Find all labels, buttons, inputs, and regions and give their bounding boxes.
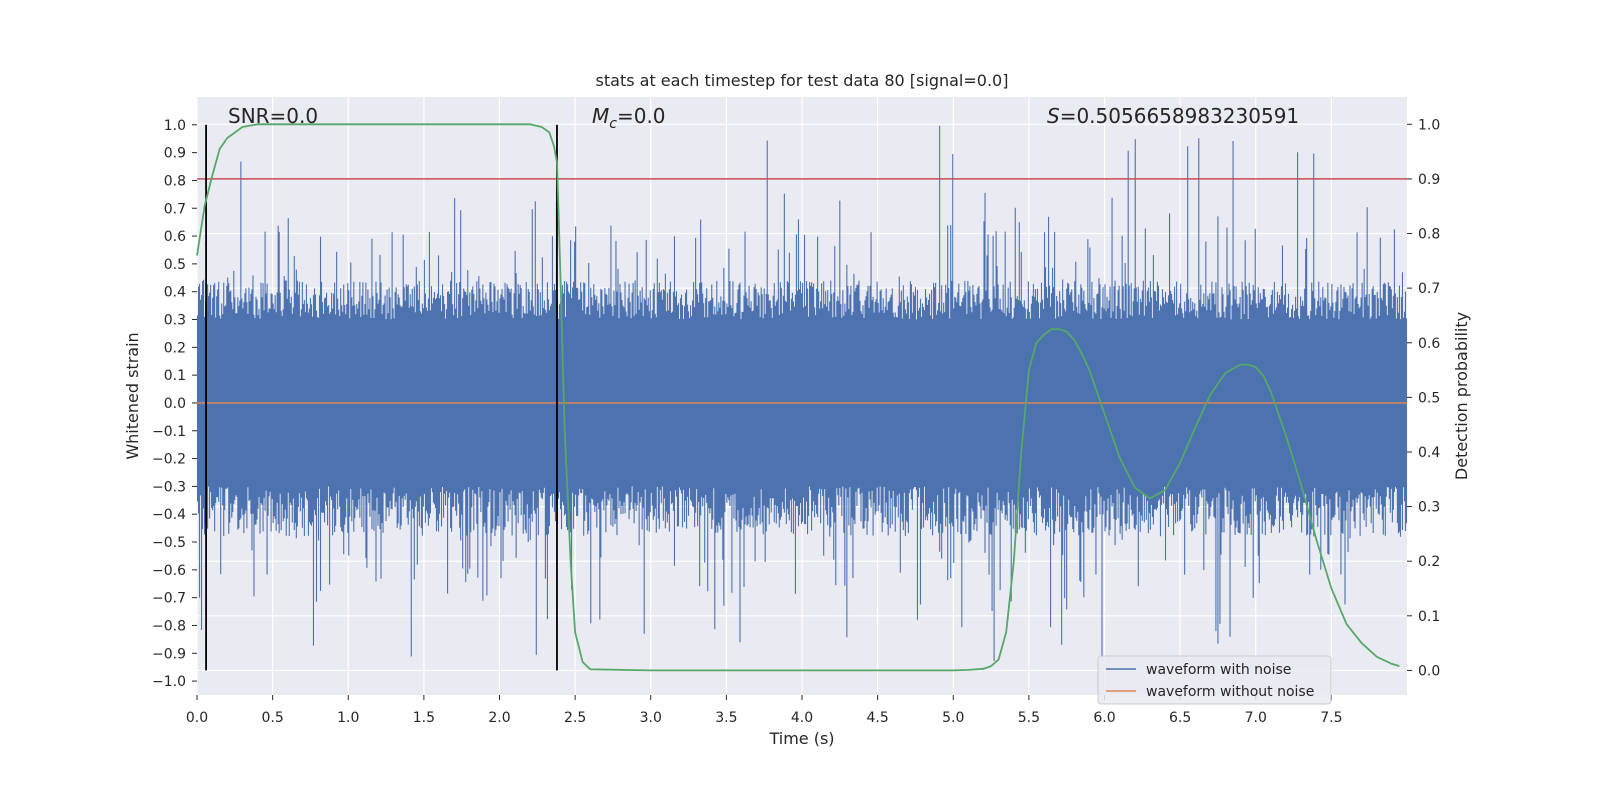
y-tick-label-5: 0.5 (164, 257, 186, 273)
y-tick-label-12: −0.2 (152, 452, 186, 468)
x-tick-label-5: 2.5 (564, 710, 586, 726)
x-tick-label-3: 1.5 (413, 710, 435, 726)
y2-tick-label-3: 0.7 (1418, 281, 1440, 297)
x-tick-label-4: 2.0 (488, 710, 510, 726)
y-tick-label-13: −0.3 (152, 479, 186, 495)
chart-title: stats at each timestep for test data 80 … (596, 71, 1009, 90)
y-axis-label: Whitened strain (123, 332, 142, 459)
x-tick-label-0: 0.0 (186, 710, 208, 726)
y2-tick-label-10: 0.0 (1418, 663, 1440, 679)
legend-label-clean: waveform without noise (1146, 684, 1314, 700)
y-tick-label-14: −0.4 (152, 507, 186, 523)
chirp-mass-symbol: M (592, 104, 609, 128)
y-axis-ticks: 1.0 0.9 0.8 0.7 0.6 0.5 0.4 0.3 0.2 0.1 0.0 −0.1 −0.… (152, 118, 197, 690)
legend-box (1097, 655, 1332, 705)
y-tick-label-8: 0.2 (164, 340, 186, 356)
y-tick-label-20: −1.0 (152, 674, 186, 690)
y-tick-label-9: 0.1 (164, 368, 186, 384)
x-tick-label-6: 3.0 (640, 710, 662, 726)
x-tick-label-13: 6.5 (1169, 710, 1191, 726)
y2-tick-label-8: 0.2 (1418, 554, 1440, 570)
y-tick-label-7: 0.3 (164, 313, 186, 329)
y2-tick-label-4: 0.6 (1418, 336, 1440, 352)
y2-tick-label-9: 0.1 (1418, 609, 1440, 625)
legend-label-noise: waveform with noise (1146, 662, 1291, 678)
x-tick-label-11: 5.5 (1018, 710, 1040, 726)
y2-axis-ticks: 1.0 0.9 0.8 0.7 0.6 0.5 0.4 0.3 0.2 0.1 0.0 (1407, 117, 1440, 679)
x-tick-label-8: 4.0 (791, 710, 813, 726)
y-tick-label-19: −0.9 (152, 646, 186, 662)
score-symbol: S (1047, 104, 1060, 128)
x-axis-ticks: 0.0 0.5 1.0 1.5 2.0 2.5 3.0 3.5 4.0 4.5 5.0 5.5 6.0 6… (186, 695, 1343, 726)
y-tick-label-2: 0.8 (164, 173, 186, 189)
x-tick-label-14: 7.0 (1245, 710, 1267, 726)
x-tick-label-15: 7.5 (1320, 710, 1342, 726)
y2-tick-label-5: 0.5 (1418, 390, 1440, 406)
x-axis-label: Time (s) (768, 729, 834, 748)
legend: waveform with noise waveform without noi… (1097, 655, 1332, 705)
y2-tick-label-0: 1.0 (1418, 117, 1440, 133)
y-tick-label-16: −0.6 (152, 563, 186, 579)
y-tick-label-3: 0.7 (164, 201, 186, 217)
y2-tick-label-1: 0.9 (1418, 172, 1440, 188)
y-tick-label-18: −0.8 (152, 618, 186, 634)
snr-annotation: SNR=0.0 (228, 104, 318, 128)
y2-tick-label-2: 0.8 (1418, 227, 1440, 243)
y-tick-label-1: 0.9 (164, 146, 186, 162)
x-tick-label-9: 4.5 (866, 710, 888, 726)
marker-lines (205, 124, 558, 671)
x-tick-label-10: 5.0 (942, 710, 964, 726)
y-tick-label-15: −0.5 (152, 535, 186, 551)
x-tick-label-2: 1.0 (337, 710, 359, 726)
y-tick-label-4: 0.6 (164, 229, 186, 245)
x-tick-label-7: 3.5 (715, 710, 737, 726)
chirp-mass-annotation: Mc=0.0 (592, 104, 666, 132)
y-tick-label-17: −0.7 (152, 591, 186, 607)
y2-tick-label-7: 0.3 (1418, 500, 1440, 516)
y2-axis-label: Detection probability (1452, 312, 1471, 480)
score-annotation: S=0.5056658983230591 (1047, 104, 1299, 128)
y-tick-label-0: 1.0 (164, 118, 186, 134)
y-tick-label-11: −0.1 (152, 424, 186, 440)
x-tick-label-1: 0.5 (261, 710, 283, 726)
chirp-mass-value: =0.0 (617, 104, 666, 128)
y-tick-label-6: 0.4 (164, 285, 186, 301)
score-value: =0.5056658983230591 (1060, 104, 1299, 128)
chirp-mass-subscript: c (609, 116, 617, 132)
y2-tick-label-6: 0.4 (1418, 445, 1440, 461)
x-tick-label-12: 6.0 (1093, 710, 1115, 726)
y-tick-label-10: 0.0 (164, 396, 186, 412)
series-detection-probability (196, 123, 1400, 672)
